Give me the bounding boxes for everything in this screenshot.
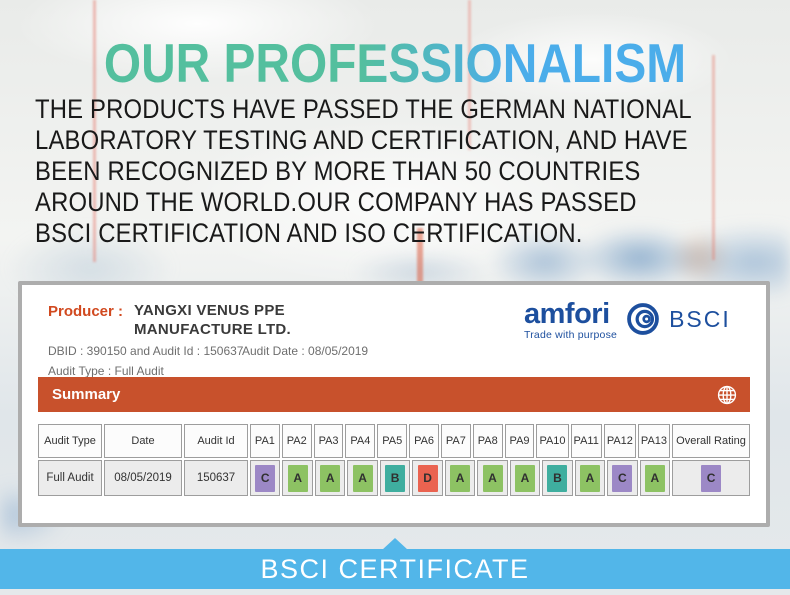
producer-name-line: MANUFACTURE LTD. — [134, 321, 292, 338]
table-header-cell: PA10 — [536, 424, 569, 458]
pa-rating-cell: A — [509, 460, 541, 496]
grade-chip: D — [417, 464, 438, 492]
intro-line: LABORATORY TESTING AND CERTIFICATION, AN… — [35, 125, 688, 155]
grade-chip: A — [579, 464, 600, 492]
summary-bar: Summary — [38, 377, 750, 412]
pa-rating-cell: A — [444, 460, 476, 496]
intro-paragraph: THE PRODUCTS HAVE PASSED THE GERMAN NATI… — [35, 94, 692, 249]
bsci-certificate-banner: BSCI CERTIFICATE — [0, 549, 790, 589]
intro-line: AROUND THE WORLD.OUR COMPANY HAS PASSED — [35, 187, 637, 217]
page-title: OUR PROFESSIONALISM — [103, 32, 687, 94]
amfori-tagline: Trade with purpose — [524, 329, 618, 341]
audit-id-cell: 150637 — [184, 460, 248, 496]
table-header-cell: Date — [104, 424, 182, 458]
table-header-row: Audit Type Date Audit Id PA1 PA2 PA3 PA4 PA5 PA6… — [38, 424, 751, 458]
banner-label: BSCI CERTIFICATE — [260, 554, 530, 584]
table-data-row: Full Audit 08/05/2019 150637 C A A A B D A A A B A C A C — [38, 460, 751, 496]
pa-rating-cell: A — [574, 460, 606, 496]
overall-rating-cell: C — [672, 460, 751, 496]
pa-rating-cell: C — [607, 460, 638, 496]
amfori-wordmark-block: amfori Trade with purpose — [524, 298, 618, 342]
audit-type-cell: Full Audit — [38, 460, 102, 496]
producer-name: YANGXI VENUS PPE MANUFACTURE LTD. — [134, 301, 291, 339]
pipe-line — [468, 0, 471, 150]
pa-rating-cell: A — [639, 460, 671, 496]
pa-rating-cell: A — [477, 460, 508, 496]
table-header-cell: PA6 — [409, 424, 439, 458]
table-header-cell: PA7 — [440, 424, 471, 458]
grade-chip: A — [450, 464, 471, 492]
table-header-cell: PA5 — [377, 424, 408, 458]
intro-line: THE PRODUCTS HAVE PASSED THE GERMAN NATI… — [35, 94, 692, 124]
producer-label: Producer : — [48, 303, 124, 320]
bsci-audit-certificate: Producer : YANGXI VENUS PPE MANUFACTURE L… — [18, 281, 770, 527]
audit-type-text: Audit Type : Full Audit — [48, 364, 164, 378]
grade-chip: C — [612, 464, 633, 492]
table-header-cell: PA9 — [504, 424, 535, 458]
table-header-cell: PA3 — [313, 424, 344, 458]
table-header-cell: PA12 — [603, 424, 636, 458]
table-header-cell: Audit Id — [184, 424, 248, 458]
globe-icon — [717, 385, 737, 404]
grade-chip: A — [482, 464, 503, 492]
grade-chip: C — [701, 464, 722, 492]
pa-rating-cell: C — [250, 460, 281, 496]
table-header-cell: PA13 — [637, 424, 671, 458]
grade-chip: A — [352, 464, 373, 492]
amfori-rose-icon — [627, 303, 659, 335]
amfori-wordmark: amfori — [524, 298, 610, 330]
grade-chip: B — [385, 464, 406, 492]
pa-rating-cell: A — [347, 460, 378, 496]
grade-chip: A — [320, 464, 341, 492]
grade-chip: A — [514, 464, 535, 492]
pa-rating-cell: B — [379, 460, 411, 496]
grade-chip: B — [547, 464, 568, 492]
pipe-line — [417, 228, 423, 283]
pa-rating-cell: D — [412, 460, 443, 496]
table-header-cell: Audit Type — [38, 424, 102, 458]
banner-pointer-triangle-icon — [382, 538, 408, 550]
pa-rating-cell: A — [314, 460, 346, 496]
table-header-cell: PA2 — [281, 424, 312, 458]
bsci-wordmark: BSCI — [669, 306, 731, 332]
intro-line: BSCI CERTIFICATION AND ISO CERTIFICATION… — [35, 218, 583, 248]
grade-chip: A — [287, 464, 308, 492]
pipe-line — [93, 0, 96, 262]
pa-rating-cell: A — [282, 460, 313, 496]
audit-date-cell: 08/05/2019 — [104, 460, 182, 496]
pa-rating-cell: B — [542, 460, 573, 496]
audit-summary-table: Audit Type Date Audit Id PA1 PA2 PA3 PA4 PA5 PA6… — [38, 424, 751, 498]
audit-date-text: Audit Date : 08/05/2019 — [242, 344, 369, 358]
grade-chip: A — [644, 464, 665, 492]
summary-label: Summary — [52, 386, 121, 403]
grade-chip: C — [255, 464, 276, 492]
table-header-cell: PA11 — [570, 424, 602, 458]
dbid-audit-id-text: DBID : 390150 and Audit Id : 150637 — [48, 344, 244, 358]
pipe-line — [712, 55, 715, 260]
table-header-cell: PA4 — [345, 424, 376, 458]
intro-line: BEEN RECOGNIZED BY MORE THAN 50 COUNTRIE… — [35, 156, 641, 186]
table-header-cell: PA8 — [472, 424, 503, 458]
amfori-bsci-logo: amfori Trade with purpose BSCI — [524, 298, 731, 342]
table-header-cell: PA1 — [250, 424, 280, 458]
producer-name-line: YANGXI VENUS PPE — [134, 302, 285, 319]
table-header-cell: Overall Rating — [672, 424, 751, 458]
